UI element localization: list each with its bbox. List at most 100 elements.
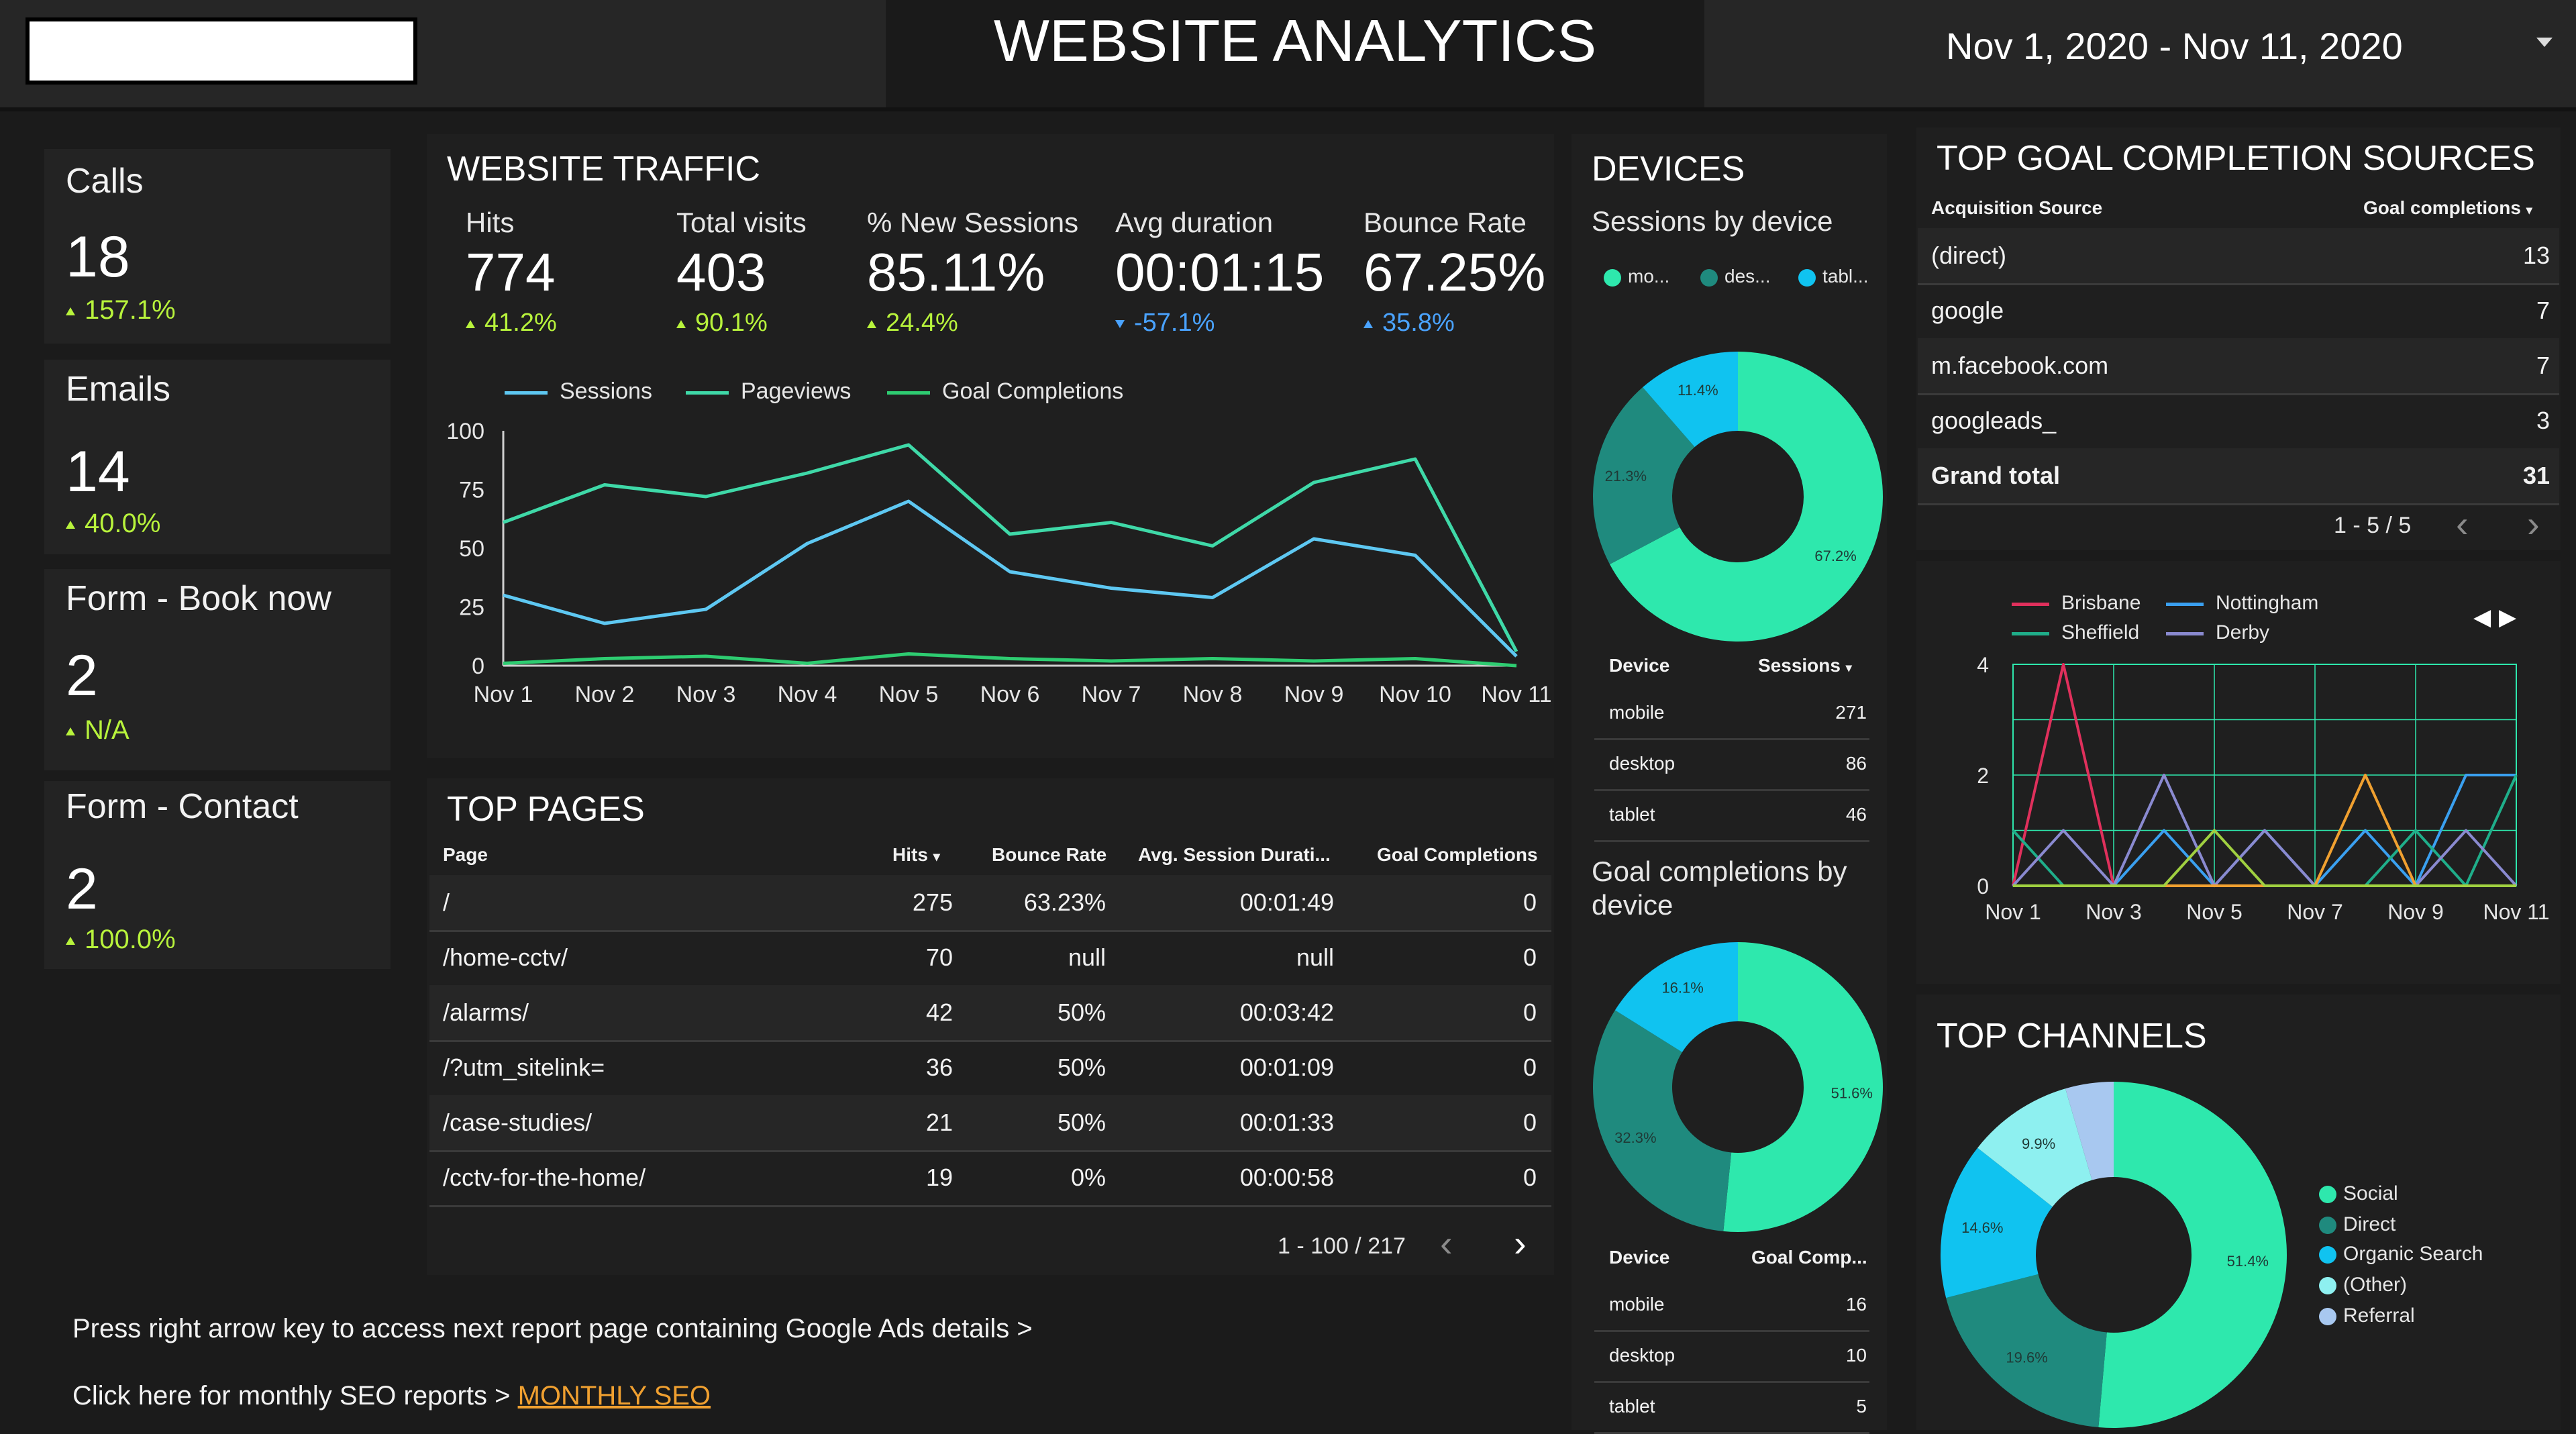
table-cell: / xyxy=(443,888,450,916)
table-row[interactable] xyxy=(1918,228,2559,285)
legend-brisbane[interactable]: Brisbane xyxy=(2012,592,2141,615)
metric-label-avg-duration: Avg duration xyxy=(1115,207,1274,238)
column-header-page[interactable]: Page xyxy=(443,844,488,865)
table-cell: 0 xyxy=(1523,998,1537,1026)
table-row[interactable] xyxy=(429,930,1551,987)
table-cell: 0 xyxy=(1523,1054,1537,1081)
kpi-delta: 157.1% xyxy=(66,295,176,325)
chevron-left-icon[interactable]: ‹ xyxy=(1440,1222,1453,1264)
table-row[interactable] xyxy=(429,985,1551,1042)
table-cell: 0 xyxy=(1523,1109,1537,1136)
column-header-device[interactable]: Device xyxy=(1609,655,1670,676)
kpi-card-emails: Emails 14 40.0% xyxy=(44,360,391,554)
series-line-pageviews xyxy=(503,443,1518,653)
table-cell: 63.23% xyxy=(1023,888,1106,916)
legend-organic-search[interactable]: Organic Search xyxy=(2319,1243,2483,1266)
city-line-chart: 0 2 4 Nov 1 Nov 3 Nov 5 Nov 7 Nov 9 Nov 11 xyxy=(1977,653,2549,924)
column-header-sessions[interactable]: Sessions ▾ xyxy=(1758,655,1852,676)
x-tick-label: Nov 11 xyxy=(2483,900,2549,924)
table-cell: /case-studies/ xyxy=(443,1109,593,1136)
legend-prev-arrow[interactable]: ◀ xyxy=(2473,605,2491,630)
kpi-delta: N/A xyxy=(66,715,130,746)
legend-mobile[interactable]: mo... xyxy=(1604,266,1669,287)
table-cell: googleads_ xyxy=(1931,407,2057,434)
column-header-avg-session[interactable]: Avg. Session Durati... xyxy=(1138,844,1331,865)
legend-sessions[interactable]: Sessions xyxy=(505,378,652,405)
y-tick-label: 25 xyxy=(459,595,484,621)
slice-label: 51.4% xyxy=(2227,1253,2269,1270)
column-header-acquisition-source[interactable]: Acquisition Source xyxy=(1931,197,2103,218)
table-cell: 00:03:42 xyxy=(1239,998,1334,1026)
legend-derby[interactable]: Derby xyxy=(2166,621,2269,644)
legend-next-arrow[interactable]: ▶ xyxy=(2499,605,2517,630)
table-row[interactable] xyxy=(1594,1330,1869,1383)
legend-other[interactable]: (Other) xyxy=(2319,1274,2407,1296)
x-tick-label: Nov 9 xyxy=(2387,900,2444,924)
table-row[interactable] xyxy=(1918,283,2559,340)
arrow-up-icon xyxy=(867,319,876,328)
date-range-selector[interactable]: Nov 1, 2020 - Nov 11, 2020 xyxy=(1946,25,2403,67)
slice-mobile xyxy=(1609,352,1883,642)
legend-direct[interactable]: Direct xyxy=(2319,1213,2395,1236)
legend-desktop[interactable]: des... xyxy=(1700,266,1770,287)
legend-dot xyxy=(2319,1186,2336,1204)
legend-referral[interactable]: Referral xyxy=(2319,1304,2415,1327)
metric-label-new-sessions: % New Sessions xyxy=(867,207,1079,238)
legend-goal-completions[interactable]: Goal Completions xyxy=(887,378,1123,405)
legend-pageviews[interactable]: Pageviews xyxy=(686,378,851,405)
arrow-up-icon xyxy=(66,937,75,945)
table-cell: 00:00:58 xyxy=(1239,1164,1334,1191)
table-cell: 5 xyxy=(1856,1396,1867,1417)
column-header-hits[interactable]: Hits ▾ xyxy=(892,844,940,865)
chevron-down-icon[interactable] xyxy=(2536,38,2553,47)
x-tick-label: Nov 7 xyxy=(1082,682,1141,707)
kpi-value: 18 xyxy=(66,225,130,289)
table-row[interactable] xyxy=(1594,789,1869,842)
slice-desktop xyxy=(1593,1010,1732,1231)
x-tick-label: Nov 10 xyxy=(1379,682,1451,707)
table-cell: /cctv-for-the-home/ xyxy=(443,1164,646,1191)
column-header-goal-completions[interactable]: Goal completions ▾ xyxy=(2363,197,2532,218)
chevron-left-icon[interactable]: ‹ xyxy=(2456,503,2469,545)
x-tick-label: Nov 1 xyxy=(474,682,533,707)
legend-tablet[interactable]: tabl... xyxy=(1798,266,1868,287)
table-row[interactable] xyxy=(1594,687,1869,740)
slice-mobile xyxy=(1723,942,1884,1232)
series-line-derby xyxy=(2012,774,2518,887)
sort-desc-icon: ▾ xyxy=(1845,661,1852,674)
kpi-value: 2 xyxy=(66,857,98,921)
table-cell: null xyxy=(1296,943,1334,971)
table-row[interactable] xyxy=(429,875,1551,932)
legend-social[interactable]: Social xyxy=(2319,1182,2398,1205)
table-row[interactable] xyxy=(429,1150,1551,1207)
table-cell: 70 xyxy=(925,943,953,971)
column-header-goal-completions[interactable]: Goal Comp... xyxy=(1751,1247,1867,1268)
column-header-goal-completions[interactable]: Goal Completions xyxy=(1377,844,1538,865)
top-channels-title: TOP CHANNELS xyxy=(1937,1017,2207,1056)
slice-social xyxy=(2098,1082,2287,1428)
chevron-right-icon[interactable]: › xyxy=(1514,1222,1527,1264)
footer-next-page-hint: Press right arrow key to access next rep… xyxy=(72,1314,1033,1343)
table-row[interactable] xyxy=(1594,738,1869,791)
table-cell: tablet xyxy=(1609,1396,1655,1417)
legend-swatch xyxy=(2012,631,2049,635)
chevron-right-icon[interactable]: › xyxy=(2527,503,2540,545)
table-cell: 7 xyxy=(2536,297,2550,324)
table-cell: 0% xyxy=(1070,1164,1106,1191)
metric-delta-total-visits: 90.1% xyxy=(676,309,768,338)
column-header-bounce-rate[interactable]: Bounce Rate xyxy=(992,844,1107,865)
monthly-seo-link[interactable]: MONTHLY SEO xyxy=(517,1381,711,1411)
legend-nottingham[interactable]: Nottingham xyxy=(2166,592,2318,615)
arrow-up-icon xyxy=(466,319,475,328)
kpi-delta: 100.0% xyxy=(66,925,176,955)
slice-tablet xyxy=(1643,352,1738,448)
footer-seo-prefix: Click here for monthly SEO reports > xyxy=(72,1381,518,1411)
legend-sheffield[interactable]: Sheffield xyxy=(2012,621,2139,644)
column-header-device[interactable]: Device xyxy=(1609,1247,1670,1268)
top-channels-donut: 51.4% 19.6% 14.6% 9.9% xyxy=(1941,1082,2287,1428)
table-row[interactable] xyxy=(429,1095,1551,1152)
x-tick-label: Nov 1 xyxy=(1985,900,2041,924)
table-row[interactable] xyxy=(1594,1279,1869,1332)
legend-dot xyxy=(2319,1277,2336,1295)
table-row[interactable] xyxy=(1918,338,2559,395)
